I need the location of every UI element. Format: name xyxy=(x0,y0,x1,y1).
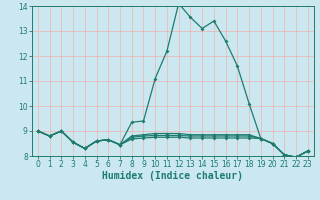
X-axis label: Humidex (Indice chaleur): Humidex (Indice chaleur) xyxy=(102,171,243,181)
